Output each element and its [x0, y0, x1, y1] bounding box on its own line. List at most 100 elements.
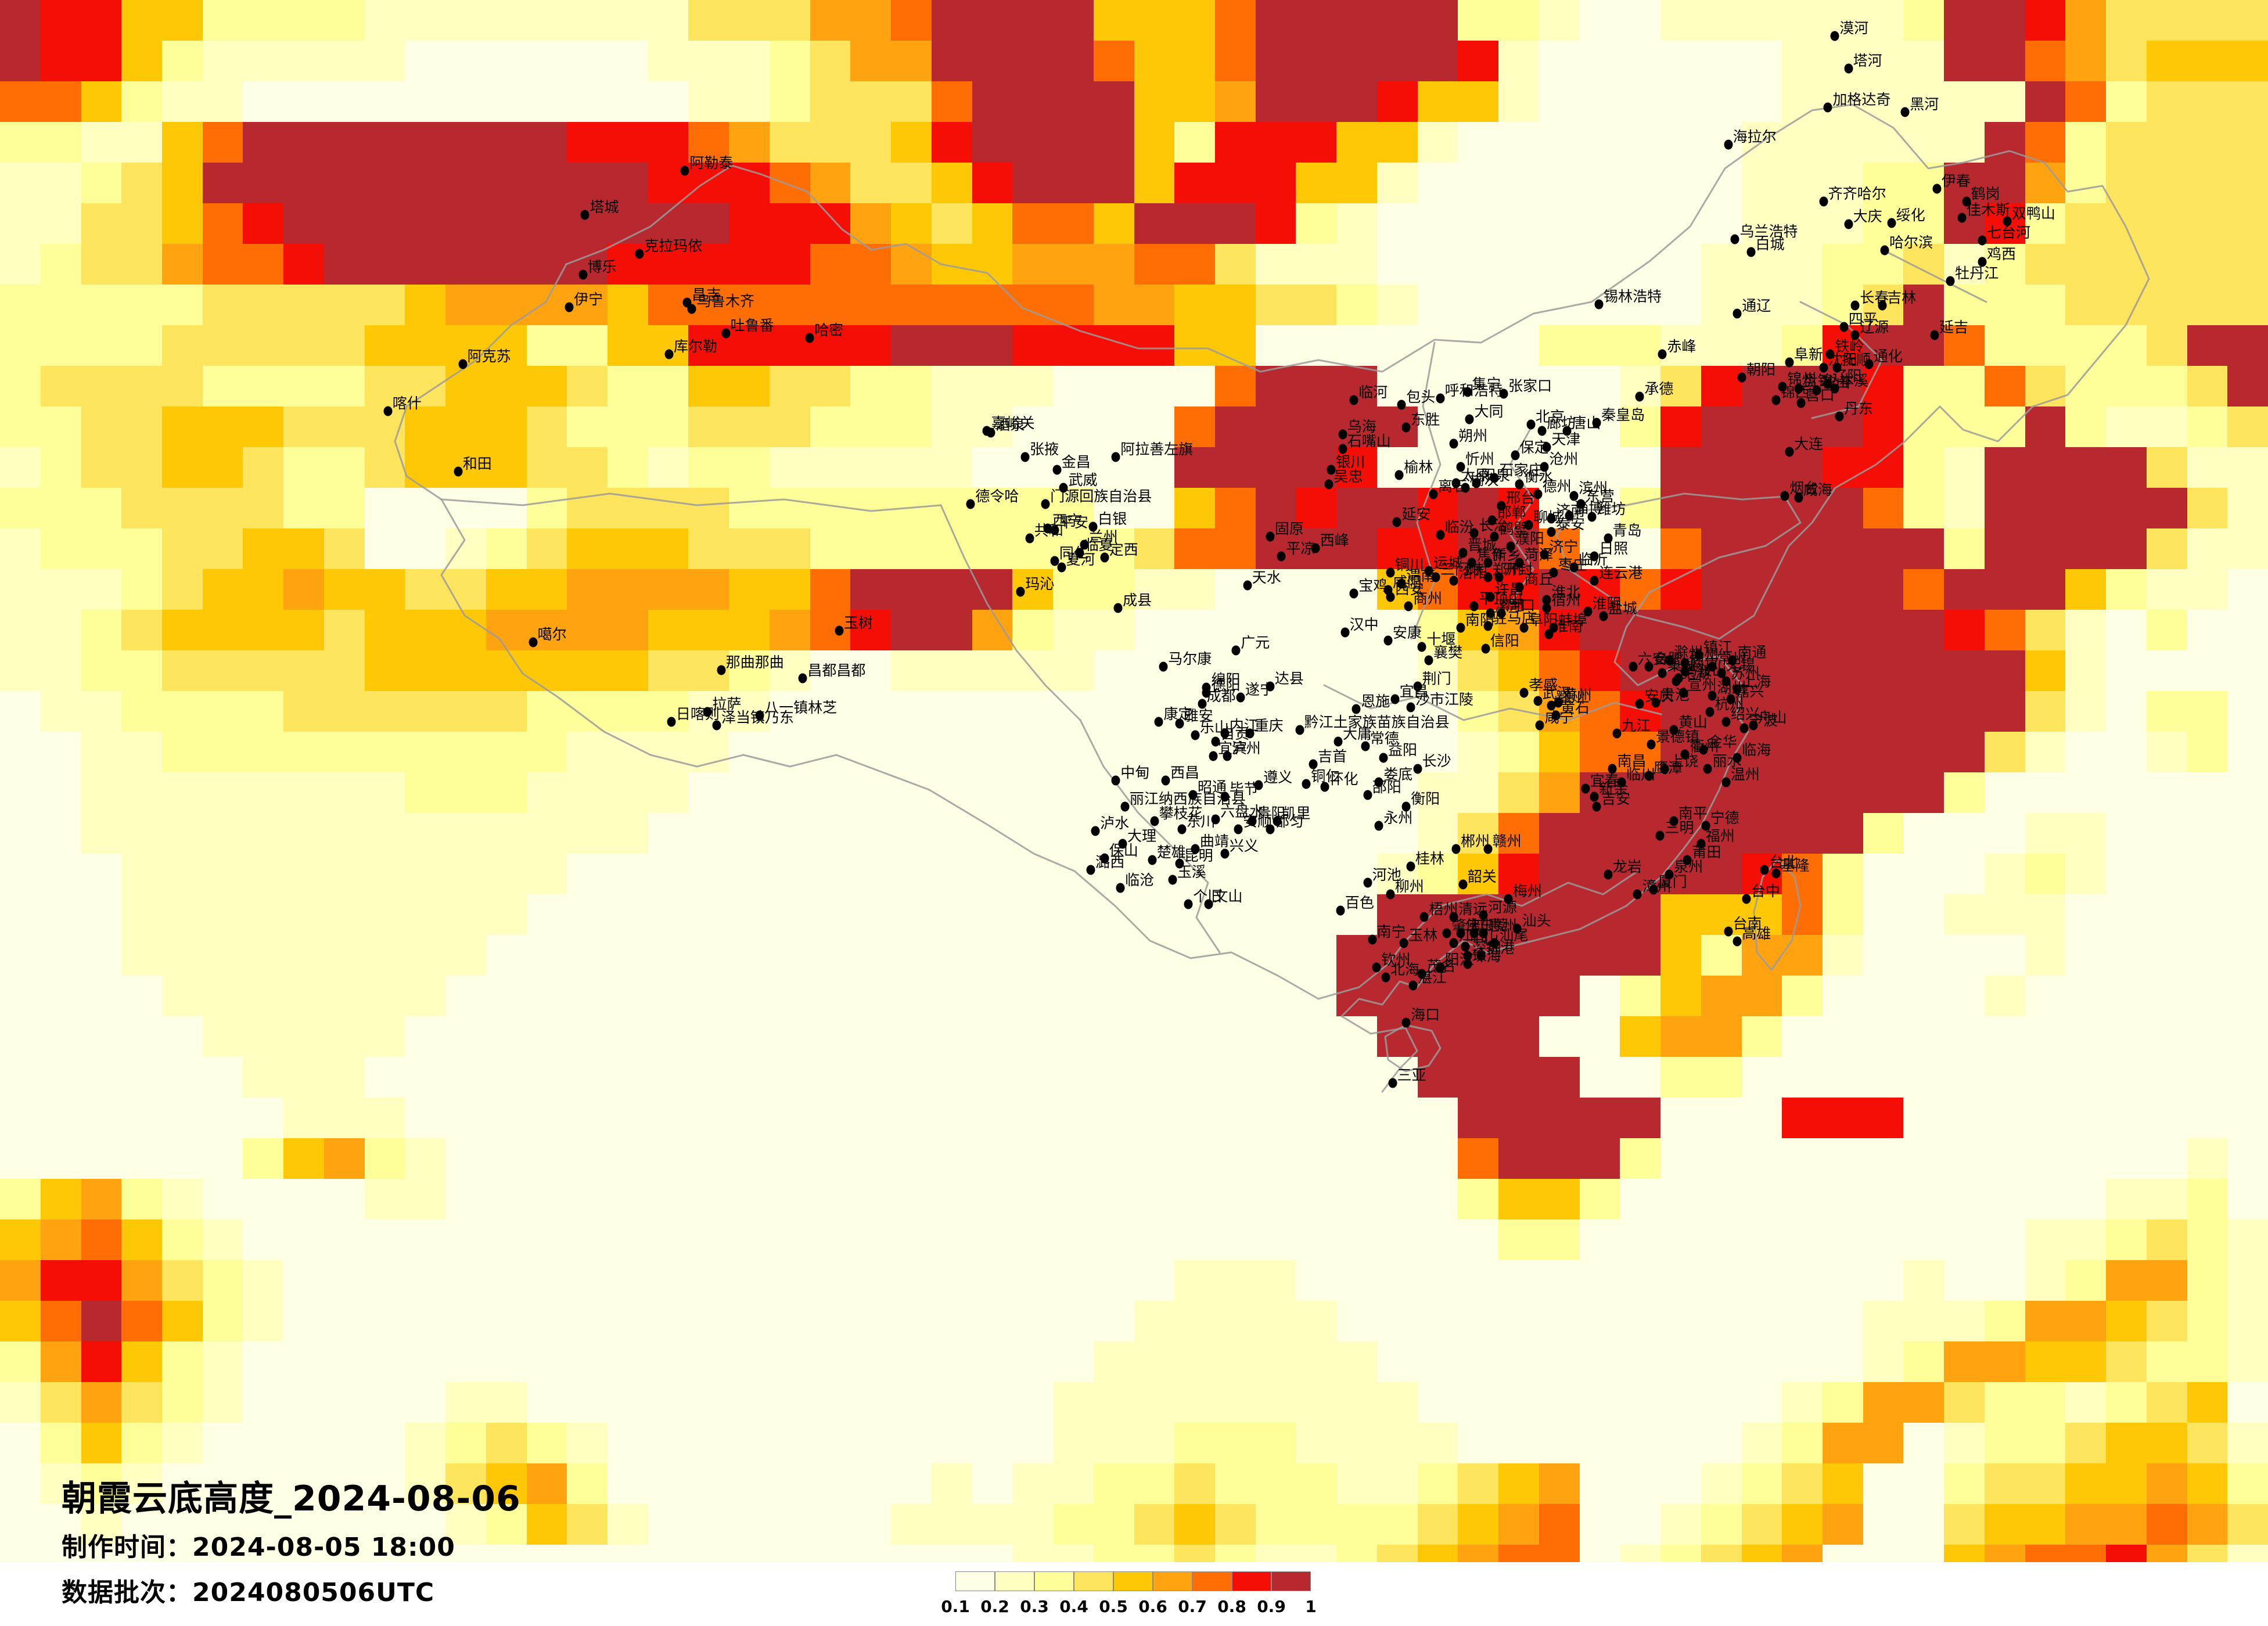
- raster-cell: [1782, 1260, 1823, 1301]
- raster-cell: [0, 1463, 41, 1505]
- raster-cell: [1417, 447, 1459, 488]
- raster-cell: [1458, 976, 1500, 1017]
- raster-cell: [850, 854, 892, 895]
- raster-cell: [2025, 406, 2066, 448]
- raster-cell: [688, 366, 730, 407]
- raster-cell: [526, 325, 568, 366]
- raster-cell: [2065, 406, 2107, 448]
- raster-cell: [161, 366, 203, 407]
- raster-cell: [202, 366, 244, 407]
- raster-cell: [1255, 1463, 1297, 1505]
- raster-cell: [891, 325, 932, 366]
- raster-cell: [1093, 1504, 1135, 1545]
- raster-cell: [648, 1341, 689, 1383]
- raster-cell: [1984, 976, 2026, 1017]
- raster-cell: [202, 122, 244, 163]
- raster-cell: [2025, 650, 2066, 692]
- raster-cell: [1903, 366, 1945, 407]
- raster-cell: [810, 1301, 851, 1342]
- raster-cell: [1012, 976, 1054, 1017]
- raster-cell: [1296, 1341, 1338, 1383]
- raster-cell: [972, 813, 1013, 854]
- raster-cell: [283, 203, 325, 244]
- raster-cell: [405, 650, 446, 692]
- raster-cell: [1984, 528, 2026, 570]
- raster-cell: [1863, 0, 1904, 41]
- raster-cell: [1863, 1260, 1904, 1301]
- raster-cell: [81, 203, 123, 244]
- raster-cell: [202, 650, 244, 692]
- raster-cell: [810, 813, 851, 854]
- raster-cell: [688, 1179, 730, 1220]
- raster-cell: [2025, 732, 2066, 773]
- raster-cell: [1539, 1423, 1580, 1464]
- raster-cell: [40, 1057, 82, 1098]
- raster-cell: [1174, 650, 1216, 692]
- raster-cell: [688, 447, 730, 488]
- raster-cell: [324, 1423, 365, 1464]
- legend-tick-label: 0.3: [1020, 1597, 1049, 1616]
- raster-cell: [2106, 0, 2147, 41]
- raster-cell: [445, 1504, 487, 1545]
- raster-cell: [1984, 935, 2026, 976]
- raster-cell: [526, 1504, 568, 1545]
- raster-cell: [1376, 813, 1418, 854]
- raster-cell: [1458, 244, 1500, 285]
- raster-cell: [1174, 1057, 1216, 1098]
- raster-cell: [729, 732, 770, 773]
- raster-cell: [972, 1057, 1013, 1098]
- raster-cell: [1093, 650, 1135, 692]
- raster-cell: [1660, 1463, 1702, 1505]
- raster-cell: [1053, 772, 1094, 814]
- raster-cell: [1944, 1260, 1985, 1301]
- raster-cell: [1782, 894, 1823, 936]
- raster-cell: [81, 1341, 123, 1383]
- raster-cell: [243, 935, 285, 976]
- raster-cell: [972, 1220, 1013, 1261]
- raster-cell: [81, 691, 123, 732]
- raster-cell: [1579, 1179, 1621, 1220]
- raster-cell: [1944, 772, 1985, 814]
- raster-cell: [1701, 366, 1742, 407]
- raster-cell: [1376, 854, 1418, 895]
- raster-cell: [688, 122, 730, 163]
- raster-cell: [1903, 813, 1945, 854]
- raster-cell: [810, 1260, 851, 1301]
- raster-cell: [931, 691, 973, 732]
- legend-swatch: [1074, 1571, 1113, 1591]
- raster-cell: [1620, 935, 1661, 976]
- raster-cell: [2187, 935, 2229, 976]
- raster-cell: [405, 1504, 446, 1545]
- raster-cell: [405, 1057, 446, 1098]
- raster-cell: [324, 1301, 365, 1342]
- raster-cell: [729, 447, 770, 488]
- raster-cell: [1701, 894, 1742, 936]
- raster-cell: [2187, 447, 2229, 488]
- raster-cell: [1174, 1301, 1216, 1342]
- raster-cell: [1579, 772, 1621, 814]
- raster-cell: [202, 691, 244, 732]
- raster-cell: [1174, 1382, 1216, 1423]
- raster-cell: [1620, 447, 1661, 488]
- raster-cell: [1458, 1098, 1500, 1139]
- raster-cell: [324, 1382, 365, 1423]
- raster-cell: [1620, 691, 1661, 732]
- raster-cell: [202, 1220, 244, 1261]
- raster-cell: [121, 772, 163, 814]
- raster-cell: [1903, 244, 1945, 285]
- raster-cell: [1579, 366, 1621, 407]
- raster-cell: [1458, 1016, 1500, 1057]
- raster-cell: [405, 732, 446, 773]
- raster-cell: [445, 1382, 487, 1423]
- raster-cell: [81, 81, 123, 123]
- raster-cell: [1701, 691, 1742, 732]
- raster-cell: [2146, 1179, 2188, 1220]
- raster-cell: [1903, 1260, 1945, 1301]
- legend-tick-label: 0.1: [941, 1597, 970, 1616]
- raster-cell: [2065, 1463, 2107, 1505]
- raster-cell: [608, 772, 649, 814]
- raster-cell: [1296, 1138, 1338, 1179]
- raster-cell: [891, 935, 932, 976]
- raster-cell: [1336, 976, 1378, 1017]
- raster-cell: [1782, 285, 1823, 326]
